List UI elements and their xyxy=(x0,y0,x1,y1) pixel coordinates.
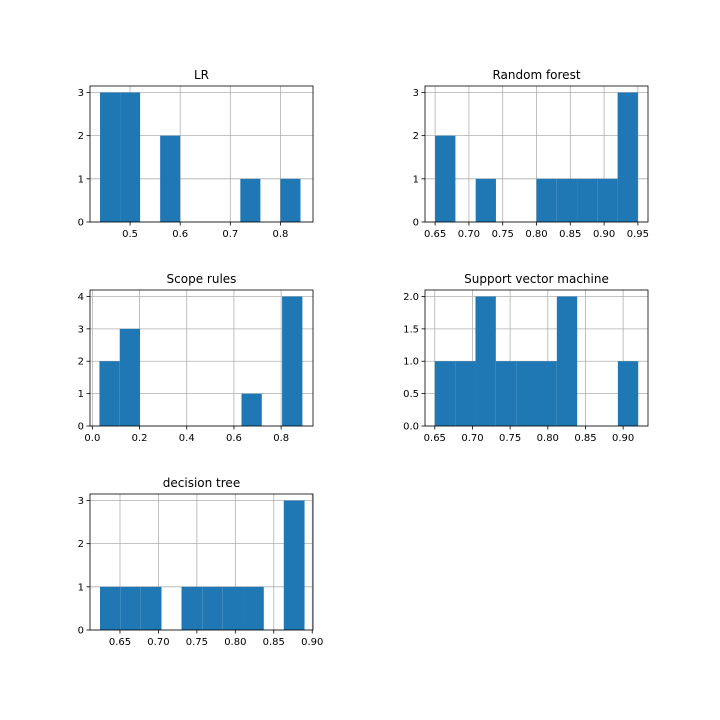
x-tick-label: 0.85 xyxy=(574,433,596,444)
x-tick-label: 0.65 xyxy=(424,433,446,444)
y-tick-label: 0 xyxy=(78,218,84,229)
axes-frame xyxy=(89,493,314,631)
y-tick-label: 0.0 xyxy=(403,422,419,433)
x-tick-label: 0.70 xyxy=(147,637,169,648)
histogram-bar xyxy=(222,586,244,630)
subplot-lr: 0.5 0.6 0.7 0.8 0 1 2 3 LR xyxy=(78,68,314,240)
x-tick-label: 0.2 xyxy=(132,433,148,444)
histogram-bar xyxy=(536,361,557,426)
y-tick-label: 3 xyxy=(78,496,84,507)
x-tick-label: 0.75 xyxy=(186,637,208,648)
histogram-bar xyxy=(160,135,181,222)
x-tick-label: 0.90 xyxy=(301,637,323,648)
axes-frame xyxy=(89,289,314,427)
y-tick-label: 4 xyxy=(78,292,84,303)
y-tick-label: 1 xyxy=(78,582,84,593)
histogram-bar xyxy=(202,586,223,630)
histogram-bar xyxy=(243,586,264,630)
x-tick-label: 0.6 xyxy=(226,433,242,444)
x-tick-label: 0.85 xyxy=(263,637,285,648)
histogram-bar xyxy=(577,178,598,222)
histogram-bar xyxy=(617,361,639,426)
histogram-bar xyxy=(455,361,476,426)
x-tick-label: 0.65 xyxy=(424,229,446,240)
x-tick-label: 0.6 xyxy=(172,229,188,240)
histogram-bar xyxy=(99,586,121,630)
axes-frame xyxy=(89,85,314,223)
histogram-bar xyxy=(475,178,496,222)
y-tick-label: 1 xyxy=(413,174,419,185)
histogram-bar xyxy=(434,361,456,426)
y-tick-label: 1 xyxy=(78,174,84,185)
y-tick-label: 0 xyxy=(78,422,84,433)
histogram-bar xyxy=(140,586,162,630)
histogram-bar xyxy=(283,500,305,630)
y-tick-label: 3 xyxy=(413,88,419,99)
y-tick-label: 3 xyxy=(78,88,84,99)
subplot-title: Support vector machine xyxy=(464,272,609,286)
x-tick-label: 0.8 xyxy=(273,433,289,444)
y-tick-label: 1 xyxy=(78,389,84,400)
histogram-bar xyxy=(516,361,537,426)
histogram-bar xyxy=(240,178,261,222)
histogram-bar xyxy=(435,135,456,222)
x-tick-label: 0.4 xyxy=(179,433,195,444)
histogram-bar xyxy=(282,296,303,426)
x-tick-label: 0.70 xyxy=(461,433,483,444)
y-tick-label: 2 xyxy=(413,131,419,142)
x-tick-label: 0.0 xyxy=(84,433,100,444)
y-tick-label: 2.0 xyxy=(403,292,419,303)
subplot-title: Random forest xyxy=(492,68,580,82)
y-tick-label: 0.5 xyxy=(403,389,419,400)
x-tick-label: 0.80 xyxy=(537,433,559,444)
histogram-bar xyxy=(120,92,141,222)
subplot-title: LR xyxy=(194,68,209,82)
histogram-bar xyxy=(556,178,578,222)
y-tick-label: 2 xyxy=(78,357,84,368)
x-tick-label: 0.90 xyxy=(612,433,634,444)
x-tick-label: 0.90 xyxy=(593,229,615,240)
x-tick-label: 0.8 xyxy=(272,229,288,240)
subplot-random-forest: 0.65 0.70 0.75 0.80 0.85 0.90 0.95 0 1 2 3 Random f… xyxy=(413,68,649,240)
y-tick-label: 3 xyxy=(78,324,84,335)
x-tick-label: 0.80 xyxy=(525,229,547,240)
subplot-support-vector-machine: 0.65 0.70 0.75 0.80 0.85 0.90 0.0 0.5 1.0 1.5 2.0 S… xyxy=(403,272,649,444)
x-tick-label: 0.65 xyxy=(109,637,131,648)
y-tick-label: 1.5 xyxy=(403,324,419,335)
x-tick-label: 0.75 xyxy=(492,229,514,240)
histogram-bar xyxy=(617,92,638,222)
histogram-bar xyxy=(100,92,121,222)
subplot-scope-rules: 0.0 0.2 0.4 0.6 0.8 0 1 2 3 4 Scope rules xyxy=(78,272,314,444)
x-tick-label: 0.75 xyxy=(499,433,521,444)
x-tick-label: 0.85 xyxy=(559,229,581,240)
histogram-bar xyxy=(241,393,262,426)
x-tick-label: 0.7 xyxy=(222,229,238,240)
histogram-bar xyxy=(119,328,141,426)
x-tick-label: 0.70 xyxy=(458,229,480,240)
histogram-bar xyxy=(597,178,618,222)
axes-frame xyxy=(424,289,649,427)
histogram-bar xyxy=(536,178,557,222)
subplot-title: Scope rules xyxy=(167,272,237,286)
histogram-bar xyxy=(495,361,517,426)
y-tick-label: 0 xyxy=(413,218,419,229)
histogram-bar xyxy=(120,586,141,630)
histogram-bar xyxy=(99,361,120,426)
y-tick-label: 2 xyxy=(78,539,84,550)
subplot-title: decision tree xyxy=(163,476,240,490)
x-tick-label: 0.95 xyxy=(627,229,649,240)
histogram-bar xyxy=(475,296,496,426)
y-tick-label: 0 xyxy=(78,626,84,637)
y-tick-label: 1.0 xyxy=(403,357,419,368)
subplot-decision-tree: 0.65 0.70 0.75 0.80 0.85 0.90 0 1 2 3 decision tre… xyxy=(78,476,324,648)
histogram-bar xyxy=(280,178,301,222)
histogram-bar xyxy=(556,296,578,426)
x-tick-label: 0.5 xyxy=(122,229,138,240)
histogram-bar xyxy=(181,586,203,630)
y-tick-label: 2 xyxy=(78,131,84,142)
x-tick-label: 0.80 xyxy=(224,637,246,648)
